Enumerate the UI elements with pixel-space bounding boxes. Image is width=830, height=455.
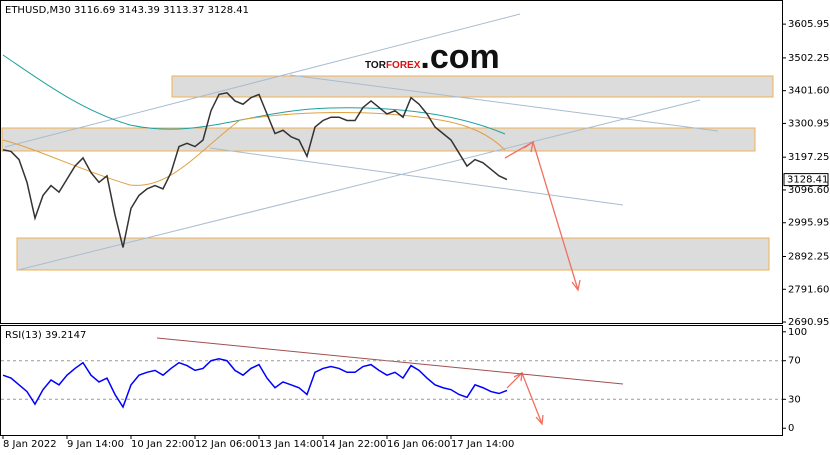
y-tick-label: 30 — [788, 394, 801, 405]
y-tick-label: 3300.95 — [788, 118, 829, 129]
x-tick-label: 10 Jan 22:00 — [131, 439, 194, 450]
arrow-head — [571, 279, 581, 292]
y-tick-label: 2892.25 — [788, 252, 829, 263]
moving-average — [2, 112, 506, 186]
y-tick-label: 3605.95 — [788, 19, 829, 30]
x-tick-label: 17 Jan 14:00 — [451, 439, 514, 450]
forecast-arrows — [504, 140, 581, 426]
rsi-trend-line — [156, 337, 624, 385]
y-tick-label: 3096.60 — [788, 185, 829, 196]
y-tick-label: 2690.95 — [788, 317, 829, 328]
series-line — [2, 91, 508, 248]
pivot-zone — [1, 127, 756, 152]
x-tick-label: 9 Jan 14:00 — [67, 439, 124, 450]
arrow-head — [535, 414, 544, 426]
y-tick-label: 70 — [788, 356, 801, 367]
y-tick-label: 2995.95 — [788, 218, 829, 229]
logo-part: .com — [420, 38, 499, 76]
x-tick-label: 16 Jan 06:00 — [387, 439, 450, 450]
y-tick-label: 3401.60 — [788, 86, 829, 97]
arrow-head — [513, 371, 523, 382]
resistance-zone — [171, 75, 774, 98]
x-tick-label: 13 Jan 14:00 — [259, 439, 322, 450]
price-label-box — [783, 173, 829, 187]
x-tick-label: 14 Jan 22:00 — [323, 439, 386, 450]
logo-part: FOREX — [386, 60, 421, 71]
price-label: 3128.41 — [787, 175, 828, 186]
chart-title: RSI(13) 39.2147 — [5, 330, 86, 341]
chart-title: ETHUSD,M30 3116.69 3143.39 3113.37 3128.… — [5, 5, 249, 16]
series-line — [2, 358, 508, 409]
y-tick-label: 3197.25 — [788, 152, 829, 163]
y-tick-label: 100 — [788, 327, 807, 338]
logo: TORFOREX.com — [365, 38, 500, 76]
trend-line — [209, 147, 624, 206]
support-zone — [16, 237, 770, 271]
arrow-head — [523, 140, 534, 153]
channel-lines — [4, 13, 719, 271]
y-tick-label: 2791.60 — [788, 284, 829, 295]
rsi-panel — [0, 325, 783, 436]
logo-part: TOR — [365, 60, 387, 71]
trend-line — [4, 13, 521, 148]
trend-line — [289, 74, 719, 132]
y-tick-label: 3502.25 — [788, 53, 829, 64]
price-panel — [0, 0, 783, 324]
trend-line — [17, 99, 701, 271]
x-tick-label: 12 Jan 06:00 — [195, 439, 258, 450]
y-tick-label: 0 — [788, 423, 794, 434]
x-tick-label: 8 Jan 2022 — [3, 439, 57, 450]
